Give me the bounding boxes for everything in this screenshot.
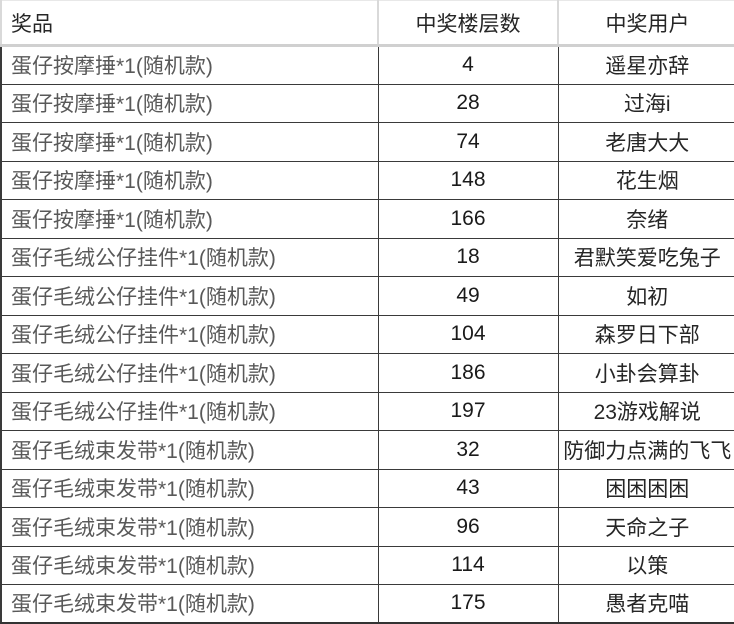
- floor-number-cell: 197: [377, 392, 559, 431]
- table-row: 蛋仔毛绒束发带*1(随机款) 96 天命之子: [0, 507, 734, 547]
- winning-user-cell: 小卦会算卦: [557, 353, 734, 393]
- floor-number-cell: 96: [377, 507, 559, 547]
- table-row: 蛋仔毛绒公仔挂件*1(随机款) 104 森罗日下部: [0, 315, 734, 354]
- prize-cell: 蛋仔毛绒公仔挂件*1(随机款): [0, 353, 379, 393]
- winning-user-cell: 23游戏解说: [557, 392, 734, 431]
- floor-number-cell: 18: [377, 238, 559, 277]
- prize-cell: 蛋仔按摩捶*1(随机款): [0, 161, 379, 200]
- winning-user-cell: 如初: [557, 276, 734, 316]
- prize-cell: 蛋仔毛绒公仔挂件*1(随机款): [0, 315, 379, 354]
- floor-number-cell: 49: [377, 276, 559, 316]
- table-row: 蛋仔按摩捶*1(随机款) 4 遥星亦辞: [0, 45, 734, 85]
- winning-user-cell: 君默笑爱吃兔子: [557, 238, 734, 277]
- prize-table-header: 奖品 中奖楼层数 中奖用户: [0, 0, 734, 47]
- column-header-floor-number: 中奖楼层数: [377, 0, 558, 47]
- table-row: 蛋仔毛绒公仔挂件*1(随机款) 49 如初: [0, 276, 734, 316]
- prize-cell: 蛋仔毛绒公仔挂件*1(随机款): [0, 392, 379, 431]
- table-row: 蛋仔按摩捶*1(随机款) 28 过海i: [0, 84, 734, 123]
- floor-number-cell: 28: [377, 84, 559, 123]
- winning-user-cell: 困困困困: [557, 469, 734, 508]
- winning-user-cell: 遥星亦辞: [557, 45, 734, 85]
- floor-number-cell: 104: [377, 315, 559, 354]
- prize-cell: 蛋仔按摩捶*1(随机款): [0, 199, 379, 239]
- table-row: 蛋仔按摩捶*1(随机款) 166 奈绪: [0, 199, 734, 239]
- winning-user-cell: 奈绪: [557, 199, 734, 239]
- table-row: 蛋仔毛绒公仔挂件*1(随机款) 197 23游戏解说: [0, 392, 734, 431]
- table-row: 蛋仔毛绒束发带*1(随机款) 32 防御力点满的飞飞: [0, 430, 734, 470]
- table-row: 蛋仔毛绒公仔挂件*1(随机款) 18 君默笑爱吃兔子: [0, 238, 734, 277]
- winning-user-cell: 花生烟: [557, 161, 734, 200]
- prize-cell: 蛋仔毛绒束发带*1(随机款): [0, 469, 379, 508]
- winning-user-cell: 老唐大大: [557, 122, 734, 162]
- table-row: 蛋仔毛绒束发带*1(随机款) 43 困困困困: [0, 469, 734, 508]
- winning-user-cell: 森罗日下部: [557, 315, 734, 354]
- winning-user-cell: 防御力点满的飞飞: [557, 430, 734, 470]
- floor-number-cell: 166: [377, 199, 559, 239]
- floor-number-cell: 43: [377, 469, 559, 508]
- winning-user-cell: 以策: [557, 546, 734, 585]
- prize-cell: 蛋仔毛绒公仔挂件*1(随机款): [0, 276, 379, 316]
- winning-user-cell: 天命之子: [557, 507, 734, 547]
- header-row: 奖品 中奖楼层数 中奖用户: [0, 0, 734, 47]
- table-row: 蛋仔按摩捶*1(随机款) 148 花生烟: [0, 161, 734, 200]
- prize-cell: 蛋仔毛绒束发带*1(随机款): [0, 507, 379, 547]
- prize-table-body: 蛋仔按摩捶*1(随机款) 4 遥星亦辞 蛋仔按摩捶*1(随机款) 28 过海i …: [0, 45, 734, 624]
- prize-cell: 蛋仔毛绒束发带*1(随机款): [0, 546, 379, 585]
- prize-cell: 蛋仔毛绒公仔挂件*1(随机款): [0, 238, 379, 277]
- winning-user-cell: 愚者克喵: [557, 584, 734, 624]
- column-header-prize: 奖品: [0, 0, 378, 47]
- table-row: 蛋仔按摩捶*1(随机款) 74 老唐大大: [0, 122, 734, 162]
- floor-number-cell: 186: [377, 353, 559, 393]
- table-row: 蛋仔毛绒公仔挂件*1(随机款) 186 小卦会算卦: [0, 353, 734, 393]
- floor-number-cell: 175: [377, 584, 559, 624]
- prize-cell: 蛋仔按摩捶*1(随机款): [0, 84, 379, 123]
- table-row: 蛋仔毛绒束发带*1(随机款) 175 愚者克喵: [0, 584, 734, 624]
- prize-cell: 蛋仔按摩捶*1(随机款): [0, 45, 379, 85]
- winning-user-cell: 过海i: [557, 84, 734, 123]
- floor-number-cell: 74: [377, 122, 559, 162]
- prize-cell: 蛋仔毛绒束发带*1(随机款): [0, 584, 379, 624]
- floor-number-cell: 32: [377, 430, 559, 470]
- column-header-winning-user: 中奖用户: [557, 0, 734, 47]
- prize-cell: 蛋仔毛绒束发带*1(随机款): [0, 430, 379, 470]
- prize-cell: 蛋仔按摩捶*1(随机款): [0, 122, 379, 162]
- floor-number-cell: 114: [377, 546, 559, 585]
- table-row: 蛋仔毛绒束发带*1(随机款) 114 以策: [0, 546, 734, 585]
- floor-number-cell: 4: [377, 45, 559, 85]
- floor-number-cell: 148: [377, 161, 559, 200]
